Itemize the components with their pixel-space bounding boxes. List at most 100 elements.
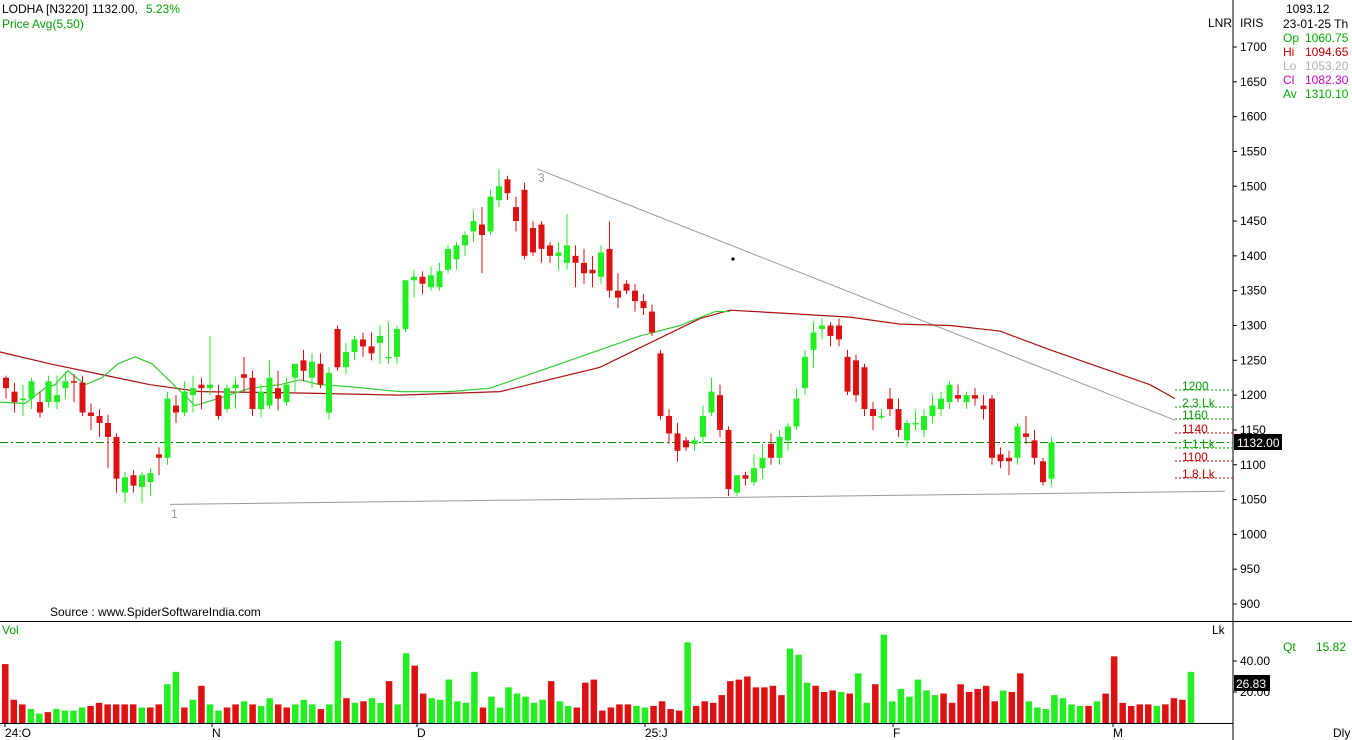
volume-bar (181, 707, 188, 723)
volume-bar (1153, 705, 1161, 723)
volume-bar (573, 707, 581, 723)
candle-down (1031, 440, 1038, 458)
volume-bar (112, 704, 120, 723)
volume-bar (505, 687, 512, 723)
candle-up (598, 252, 604, 277)
candle-up (122, 477, 128, 493)
volume-bar (709, 702, 717, 723)
volume-bar (897, 688, 905, 723)
volume-bar (761, 687, 768, 723)
candle-up (1014, 426, 1021, 458)
volume-bar (377, 702, 384, 723)
volume-bar (317, 709, 325, 723)
volume-bar (846, 693, 853, 723)
volume-bar (121, 704, 128, 723)
ohlc-label: Op (1283, 31, 1299, 45)
volume-bar (872, 684, 879, 723)
volume-bar (880, 634, 888, 723)
volume-bar (1068, 704, 1075, 723)
price-tick-label: 1150 (1240, 423, 1266, 437)
candle-down (156, 454, 162, 458)
volume-bars (2, 634, 1195, 723)
volume-bar (78, 707, 86, 723)
volume-bar (530, 702, 538, 723)
swing-high-label: 3 (538, 171, 545, 185)
trendline (536, 168, 1176, 421)
ohlc-label: Av (1283, 87, 1297, 101)
volume-bar (795, 654, 802, 723)
price-tick-label: 1350 (1240, 284, 1267, 298)
volume-bar (1187, 671, 1195, 723)
volume-bar (240, 701, 248, 723)
volume-bar (744, 676, 751, 723)
volume-bar (411, 665, 418, 723)
volume-bar (309, 704, 316, 723)
candle-down (997, 454, 1004, 462)
price-tick-label: 1100 (1240, 458, 1266, 472)
candle-up (496, 186, 502, 201)
volume-bar (991, 701, 998, 723)
candle-down (742, 475, 749, 479)
volume-bar (129, 704, 137, 723)
candle-up (190, 388, 196, 396)
candle-down (844, 356, 851, 392)
volume-bar (2, 664, 9, 723)
volume-bar (300, 699, 308, 723)
volume-label: Vol (2, 623, 19, 637)
volume-bar (138, 707, 145, 723)
volume-bar (95, 702, 103, 723)
volume-bar (513, 693, 521, 723)
ohlc-value: 1310.10 (1305, 87, 1349, 101)
volume-bar (257, 705, 265, 723)
volume-bar (292, 704, 299, 723)
volume-bar (1017, 673, 1024, 723)
volume-bar (863, 702, 871, 723)
volume-bar (1085, 705, 1092, 723)
volume-bar (735, 679, 743, 723)
slow-moving-average (0, 309, 1176, 400)
volume-bar (343, 698, 350, 723)
candle-up (224, 388, 230, 410)
volume-bar (198, 685, 205, 723)
volume-bar (889, 701, 896, 723)
candle-down (853, 360, 859, 396)
volume-bar (488, 696, 495, 723)
level-label: 1100 (1182, 450, 1208, 464)
price-tick-label: 1500 (1240, 179, 1267, 193)
candle-down (37, 402, 43, 413)
volume-bar (522, 696, 529, 723)
price-tick-label: 1650 (1240, 75, 1267, 89)
candle-down (861, 367, 868, 410)
candle-up (734, 475, 740, 493)
volume-bar (1059, 698, 1067, 723)
candle-down (96, 416, 103, 423)
volume-bar (667, 709, 674, 723)
candle-down (1006, 457, 1012, 462)
candle-down (479, 224, 485, 235)
scale-type-label: LNR (1208, 16, 1232, 30)
candle-up (963, 395, 970, 403)
candle-up (462, 234, 468, 246)
candle-up (164, 398, 171, 458)
candle-down (972, 395, 978, 399)
candles (3, 168, 1055, 504)
candle-up (445, 248, 451, 270)
volume-bar (556, 701, 563, 723)
candle-up (555, 252, 562, 256)
candle-down (360, 339, 366, 347)
volume-bar (496, 707, 504, 723)
volume-bar (658, 701, 666, 723)
volume-bar (727, 681, 734, 723)
candle-down (683, 440, 689, 448)
volume-bar (650, 705, 657, 723)
candle-up (385, 356, 392, 359)
candle-up (921, 416, 927, 430)
cursor-value: 1093.12 (1286, 2, 1330, 16)
candle-down (317, 363, 324, 385)
volume-bar (87, 705, 94, 723)
volume-bar (931, 695, 939, 723)
candle-up (147, 473, 154, 483)
candle-down (513, 207, 519, 222)
volume-bar (965, 692, 973, 723)
